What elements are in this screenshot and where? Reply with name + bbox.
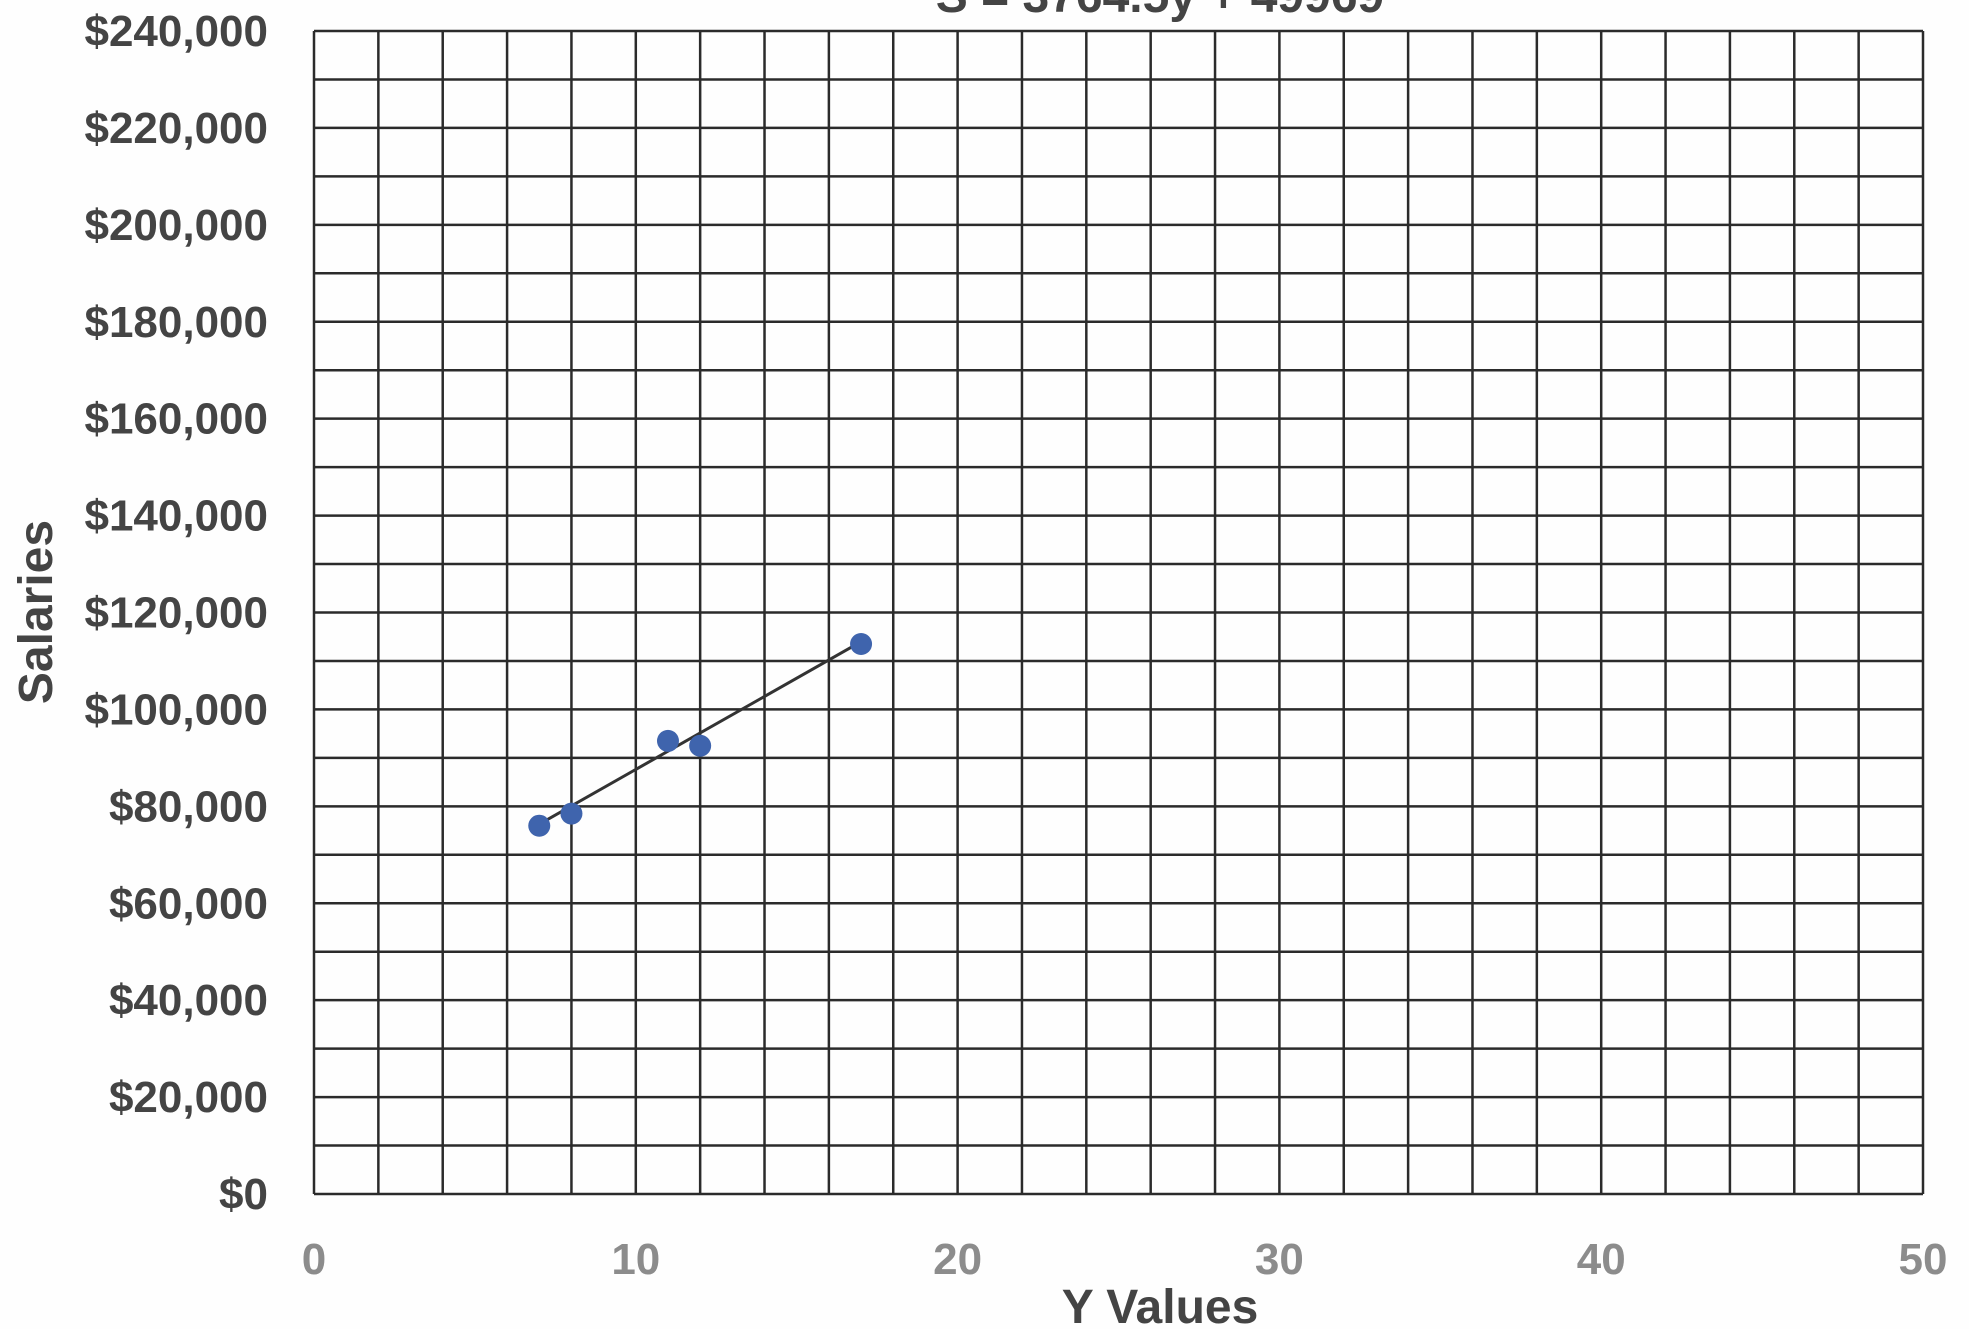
y-tick-label: $160,000 bbox=[84, 395, 268, 444]
x-axis-title: Y Values bbox=[1062, 1281, 1259, 1329]
y-tick-label: $240,000 bbox=[84, 7, 268, 56]
data-point bbox=[850, 632, 873, 655]
data-point bbox=[560, 802, 583, 825]
y-tick-label: $140,000 bbox=[84, 492, 268, 541]
x-tick-labels: 0 10 20 30 40 50 bbox=[302, 1235, 1948, 1284]
y-tick-label: $100,000 bbox=[84, 685, 268, 734]
y-tick-labels: $0 $20,000 $40,000 $60,000 $80,000 $100,000 $1… bbox=[84, 7, 268, 1219]
x-tick-label: 30 bbox=[1255, 1235, 1304, 1284]
data-point bbox=[689, 734, 712, 757]
y-tick-label: $80,000 bbox=[109, 782, 268, 831]
y-tick-label: $60,000 bbox=[109, 879, 268, 928]
x-tick-label: 40 bbox=[1577, 1235, 1626, 1284]
data-points bbox=[528, 632, 873, 837]
y-tick-label: $0 bbox=[219, 1170, 268, 1219]
y-tick-label: $220,000 bbox=[84, 104, 268, 153]
x-tick-label: 10 bbox=[611, 1235, 660, 1284]
chart-title: S = 3764.5y + 49969 bbox=[936, 0, 1384, 23]
y-tick-label: $120,000 bbox=[84, 589, 268, 638]
x-tick-label: 50 bbox=[1899, 1235, 1948, 1284]
y-tick-label: $180,000 bbox=[84, 298, 268, 347]
x-tick-label: 0 bbox=[302, 1235, 326, 1284]
grid bbox=[312, 29, 1925, 1196]
y-axis-title: Salaries bbox=[10, 520, 63, 704]
data-point bbox=[528, 814, 551, 837]
y-tick-label: $200,000 bbox=[84, 201, 268, 250]
y-tick-label: $20,000 bbox=[109, 1073, 268, 1122]
x-tick-label: 20 bbox=[933, 1235, 982, 1284]
data-point bbox=[656, 729, 679, 752]
trendline bbox=[538, 640, 862, 826]
y-tick-label: $40,000 bbox=[109, 976, 268, 1025]
